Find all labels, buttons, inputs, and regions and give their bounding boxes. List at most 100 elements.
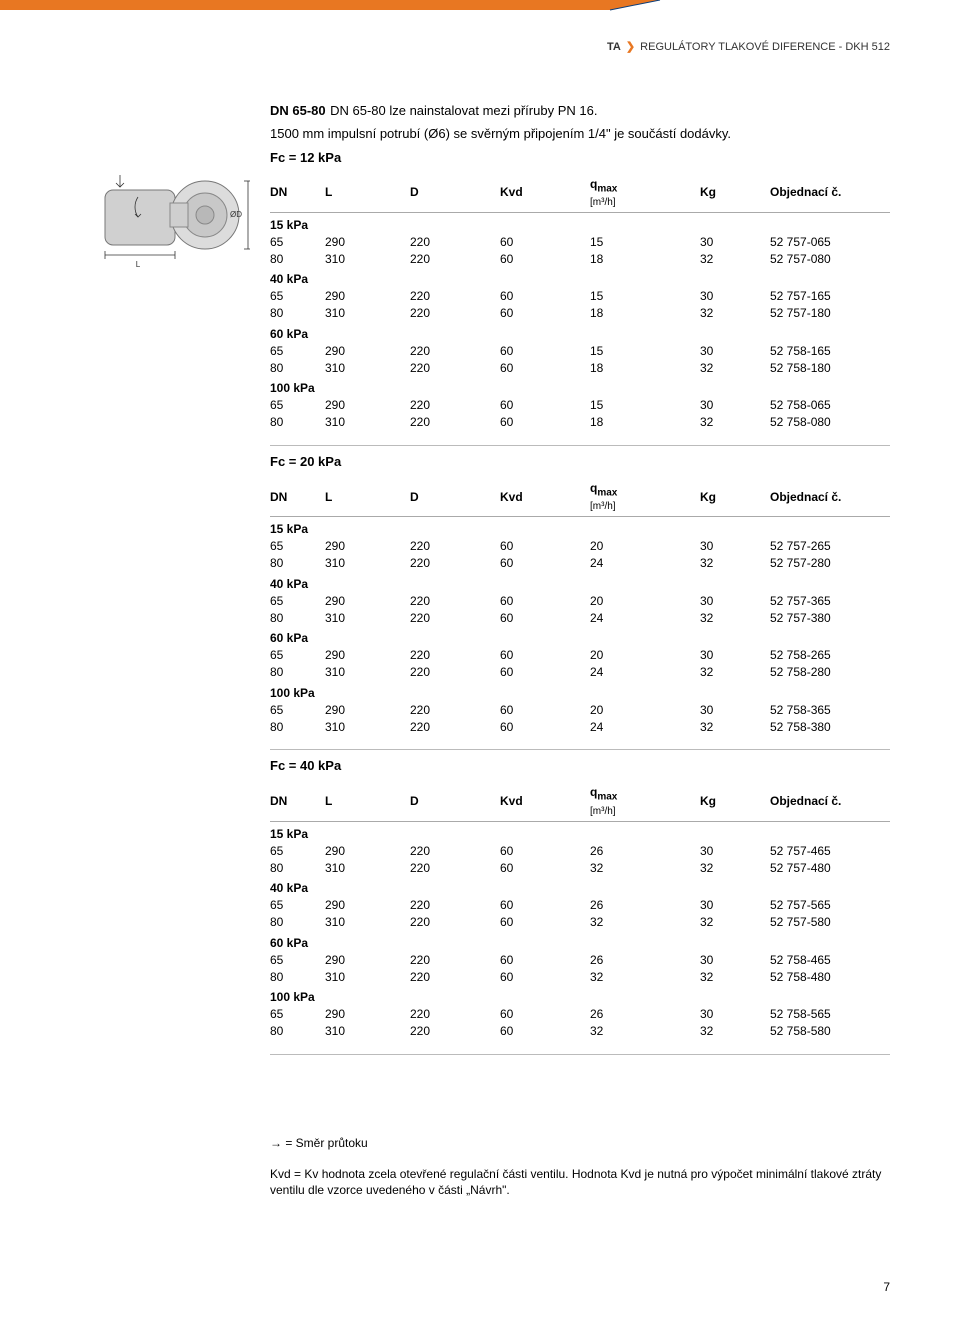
cell-dn: 80: [270, 859, 325, 876]
cell-kvd: 60: [500, 914, 590, 931]
group-header: 40 kPa: [270, 572, 890, 593]
group-header: 60 kPa: [270, 931, 890, 952]
cell-d: 220: [410, 701, 500, 718]
cell-d: 220: [410, 859, 500, 876]
cell-dn: 80: [270, 414, 325, 431]
valve-diagram: L ØD: [100, 155, 250, 275]
page-number: 7: [883, 1280, 890, 1294]
cell-kg: 30: [700, 592, 770, 609]
cell-q: 15: [590, 397, 700, 414]
cell-kg: 32: [700, 609, 770, 626]
cell-kg: 30: [700, 288, 770, 305]
column-header-obj: Objednací č.: [770, 781, 890, 821]
cell-kvd: 60: [500, 305, 590, 322]
cell-kg: 32: [700, 555, 770, 572]
table-row: 8031022060183252 758-180: [270, 359, 890, 376]
cell-obj: 52 758-465: [770, 951, 890, 968]
column-header-l: L: [325, 781, 410, 821]
intro-text-1: DN 65-80 lze nainstalovat mezi příruby P…: [330, 103, 597, 118]
cell-kg: 32: [700, 718, 770, 735]
cell-obj: 52 757-380: [770, 609, 890, 626]
cell-q: 32: [590, 914, 700, 931]
table-row: 8031022060243252 758-280: [270, 664, 890, 681]
chevron-icon: ❯: [626, 41, 635, 53]
cell-l: 310: [325, 359, 410, 376]
cell-dn: 65: [270, 701, 325, 718]
cell-q: 20: [590, 647, 700, 664]
cell-obj: 52 758-265: [770, 647, 890, 664]
main-content: DN 65-80 DN 65-80 lze nainstalovat mezi …: [270, 100, 890, 1199]
column-header-d: D: [410, 781, 500, 821]
column-header-kg: Kg: [700, 477, 770, 517]
table-row: 8031022060323252 757-480: [270, 859, 890, 876]
cell-l: 310: [325, 718, 410, 735]
cell-kg: 30: [700, 701, 770, 718]
cell-kg: 32: [700, 305, 770, 322]
table-row: 6529022060153052 758-165: [270, 342, 890, 359]
cell-q: 18: [590, 414, 700, 431]
cell-kvd: 60: [500, 951, 590, 968]
cell-l: 310: [325, 555, 410, 572]
cell-d: 220: [410, 359, 500, 376]
cell-l: 290: [325, 538, 410, 555]
cell-q: 15: [590, 233, 700, 250]
cell-obj: 52 757-580: [770, 914, 890, 931]
cell-q: 24: [590, 664, 700, 681]
table-row: 6529022060263052 758-465: [270, 951, 890, 968]
cell-kg: 30: [700, 233, 770, 250]
cell-kvd: 60: [500, 555, 590, 572]
column-header-d: D: [410, 173, 500, 213]
cell-l: 290: [325, 1006, 410, 1023]
column-header-q: qmax[m³/h]: [590, 173, 700, 213]
cell-kg: 32: [700, 250, 770, 267]
cell-d: 220: [410, 647, 500, 664]
cell-d: 220: [410, 842, 500, 859]
cell-obj: 52 758-280: [770, 664, 890, 681]
cell-obj: 52 758-180: [770, 359, 890, 376]
cell-dn: 65: [270, 1006, 325, 1023]
table-row: 8031022060243252 757-280: [270, 555, 890, 572]
column-header-q: qmax[m³/h]: [590, 781, 700, 821]
note-kvd: Kvd = Kv hodnota zcela otevřené regulačn…: [270, 1166, 890, 1200]
column-header-kvd: Kvd: [500, 173, 590, 213]
cell-dn: 65: [270, 842, 325, 859]
footer-notes: → = Směr průtoku Kvd = Kv hodnota zcela …: [270, 1135, 890, 1199]
cell-kg: 30: [700, 342, 770, 359]
cell-kvd: 60: [500, 414, 590, 431]
cell-obj: 52 757-465: [770, 842, 890, 859]
cell-l: 290: [325, 951, 410, 968]
cell-obj: 52 757-180: [770, 305, 890, 322]
cell-d: 220: [410, 914, 500, 931]
cell-l: 310: [325, 914, 410, 931]
cell-kg: 30: [700, 897, 770, 914]
cell-kvd: 60: [500, 968, 590, 985]
cell-dn: 65: [270, 951, 325, 968]
cell-d: 220: [410, 897, 500, 914]
cell-q: 20: [590, 538, 700, 555]
cell-d: 220: [410, 664, 500, 681]
cell-dn: 80: [270, 968, 325, 985]
cell-kg: 30: [700, 647, 770, 664]
cell-kvd: 60: [500, 592, 590, 609]
cell-kvd: 60: [500, 397, 590, 414]
table-row: 6529022060203052 758-265: [270, 647, 890, 664]
data-table: DNLDKvdqmax[m³/h]KgObjednací č.15 kPa652…: [270, 477, 890, 735]
cell-d: 220: [410, 288, 500, 305]
column-header-kg: Kg: [700, 781, 770, 821]
table-row: 6529022060263052 757-565: [270, 897, 890, 914]
table-row: 6529022060153052 757-165: [270, 288, 890, 305]
cell-obj: 52 758-480: [770, 968, 890, 985]
cell-obj: 52 757-280: [770, 555, 890, 572]
cell-q: 32: [590, 968, 700, 985]
cell-q: 18: [590, 305, 700, 322]
cell-kvd: 60: [500, 1023, 590, 1040]
cell-d: 220: [410, 592, 500, 609]
cell-l: 290: [325, 842, 410, 859]
cell-dn: 80: [270, 555, 325, 572]
cell-kg: 32: [700, 859, 770, 876]
cell-dn: 65: [270, 233, 325, 250]
cell-l: 290: [325, 647, 410, 664]
cell-obj: 52 757-065: [770, 233, 890, 250]
cell-l: 310: [325, 609, 410, 626]
table-row: 6529022060153052 758-065: [270, 397, 890, 414]
